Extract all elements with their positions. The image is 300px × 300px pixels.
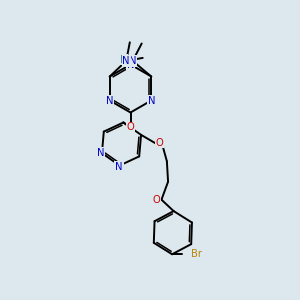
Text: O: O bbox=[152, 195, 160, 205]
Text: Br: Br bbox=[191, 249, 202, 259]
Text: N: N bbox=[148, 95, 155, 106]
Text: N: N bbox=[115, 162, 123, 172]
Text: N: N bbox=[122, 56, 130, 66]
Text: N: N bbox=[106, 95, 113, 106]
Text: N: N bbox=[127, 59, 134, 70]
Text: H: H bbox=[120, 55, 127, 65]
Text: O: O bbox=[127, 122, 134, 133]
Text: N: N bbox=[129, 56, 136, 66]
Text: O: O bbox=[156, 138, 164, 148]
Text: N: N bbox=[97, 148, 104, 158]
